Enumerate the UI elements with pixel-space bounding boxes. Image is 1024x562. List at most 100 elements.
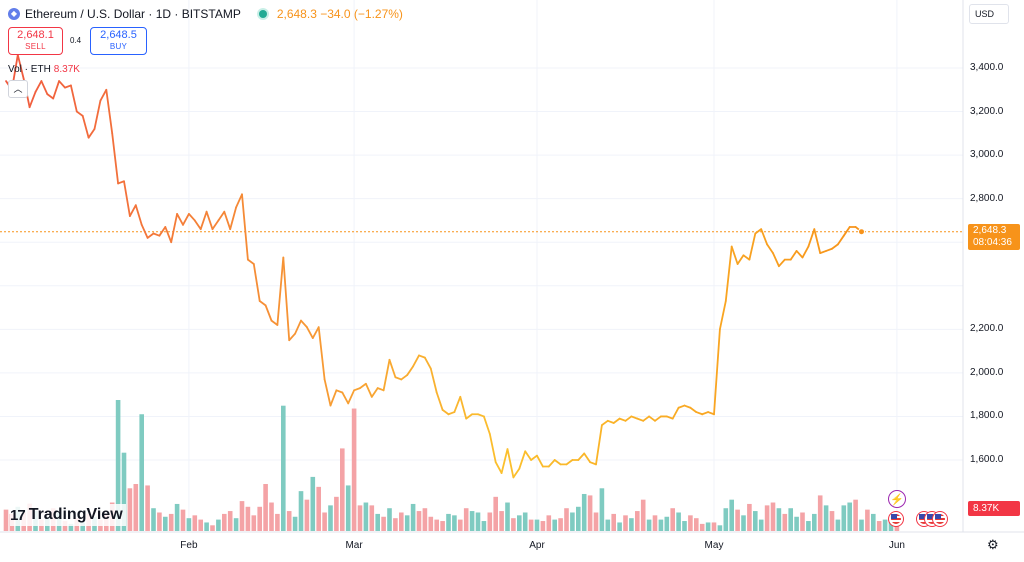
price-line-segment — [842, 226, 851, 237]
volume-bar — [882, 519, 888, 531]
price-line-segment — [199, 210, 208, 231]
volume-bar — [222, 513, 227, 531]
price-line-segment — [677, 404, 686, 409]
gear-icon[interactable]: ⚙ — [987, 537, 999, 552]
volume-bar — [511, 518, 516, 531]
volume-bar — [434, 519, 439, 531]
volume-bar — [422, 508, 428, 531]
volume-bar — [204, 522, 209, 531]
price-line-segment — [530, 454, 538, 461]
price-line-segment — [636, 417, 645, 422]
volume-bar — [239, 501, 245, 531]
volume-bar — [416, 511, 422, 531]
price-line-segment — [329, 389, 338, 407]
volume-bar — [546, 515, 552, 531]
volume-bar — [682, 521, 687, 531]
price-line-segment — [182, 213, 190, 226]
volume-bar — [788, 508, 793, 531]
volume-bar — [245, 506, 251, 531]
price-tick-label: 2,000.0 — [970, 366, 1004, 378]
price-line-segment — [482, 415, 491, 435]
volume-bar — [363, 502, 369, 531]
price-line-segment — [288, 332, 297, 342]
us-flag-icon[interactable] — [932, 511, 948, 527]
price-line-segment — [654, 415, 662, 422]
price-line-segment — [707, 411, 715, 416]
price-line-segment — [111, 132, 119, 185]
volume-bar — [168, 513, 174, 531]
price-line-segment — [606, 419, 615, 424]
last-price-tag: 2,648.3 08:04:36 — [968, 224, 1020, 250]
price-line-segment — [359, 382, 367, 390]
price-line-segment — [317, 326, 326, 381]
volume-bar — [817, 495, 823, 531]
price-line-segment — [270, 319, 279, 326]
volume-bar — [747, 503, 752, 531]
price-line-segment — [671, 406, 680, 420]
price-line-segment — [117, 180, 125, 185]
volume-bar — [475, 512, 481, 531]
symbol-header[interactable]: ◆ Ethereum / U.S. Dollar · 1D · BITSTAMP… — [8, 6, 403, 22]
time-tick-label: Apr — [529, 540, 545, 551]
lightning-icon[interactable]: ⚡ — [888, 490, 906, 508]
volume-bar — [115, 400, 121, 531]
price-line-segment — [294, 319, 302, 335]
currency-button[interactable]: USD — [969, 4, 1009, 24]
price-line-segment — [612, 417, 621, 424]
price-line-segment — [370, 387, 379, 398]
price-line-segment — [353, 387, 361, 392]
price-line-segment — [583, 452, 591, 464]
volume-bar — [652, 515, 658, 531]
volume-bar — [534, 519, 540, 531]
price-line-segment — [724, 245, 733, 302]
spread-value: 0.4 — [70, 36, 82, 45]
volume-bar — [404, 515, 410, 531]
volume-bar — [764, 505, 770, 531]
price-line-segment — [282, 256, 291, 342]
volume-bar — [310, 476, 316, 531]
volume-legend[interactable]: Vol · ETH 8.37K — [8, 64, 80, 75]
buy-button[interactable]: 2,648.5 BUY — [90, 27, 147, 55]
volume-bar — [576, 506, 581, 531]
volume-bar — [493, 496, 498, 531]
price-line-segment — [736, 254, 745, 265]
volume-bar — [257, 506, 262, 531]
sell-button[interactable]: 2,648.1 SELL — [8, 27, 63, 55]
price-line-segment — [518, 450, 527, 470]
price-line-segment — [58, 80, 66, 89]
symbol-title[interactable]: Ethereum / U.S. Dollar · 1D · BITSTAMP — [25, 7, 241, 21]
chevron-up-icon[interactable]: ︿ — [8, 80, 28, 98]
volume-bar — [876, 521, 882, 531]
price-line-segment — [689, 406, 698, 413]
price-line-segment — [665, 415, 674, 420]
price-line-segment — [801, 245, 810, 259]
volume-bar — [517, 515, 522, 531]
price-line-segment — [742, 254, 751, 261]
price-line-segment — [500, 448, 509, 474]
price-line-segment — [158, 226, 167, 237]
price-line-segment — [152, 232, 161, 237]
price-line-segment — [347, 389, 356, 405]
volume-bar — [646, 519, 652, 531]
price-line-segment — [429, 367, 438, 394]
price-line-segment — [128, 204, 137, 217]
ethereum-icon: ◆ — [8, 8, 20, 20]
price-line-segment — [435, 391, 444, 411]
volume-bar — [263, 484, 268, 531]
volume-bar — [163, 516, 168, 531]
volume-bar — [233, 518, 239, 531]
volume-bar — [80, 522, 85, 531]
us-flag-icon[interactable] — [888, 511, 904, 527]
price-line-segment — [241, 193, 249, 261]
volume-bar — [629, 518, 634, 531]
tradingview-logo[interactable]: 17 TradingView — [10, 504, 126, 526]
price-line-segment — [648, 415, 656, 422]
volume-bar — [298, 491, 304, 531]
price-line-segment — [105, 88, 114, 135]
price-line-segment — [146, 232, 155, 239]
volume-bar — [688, 515, 693, 531]
price-line-segment — [28, 91, 37, 109]
volume-bar — [753, 511, 758, 531]
volume-bar — [599, 488, 605, 531]
